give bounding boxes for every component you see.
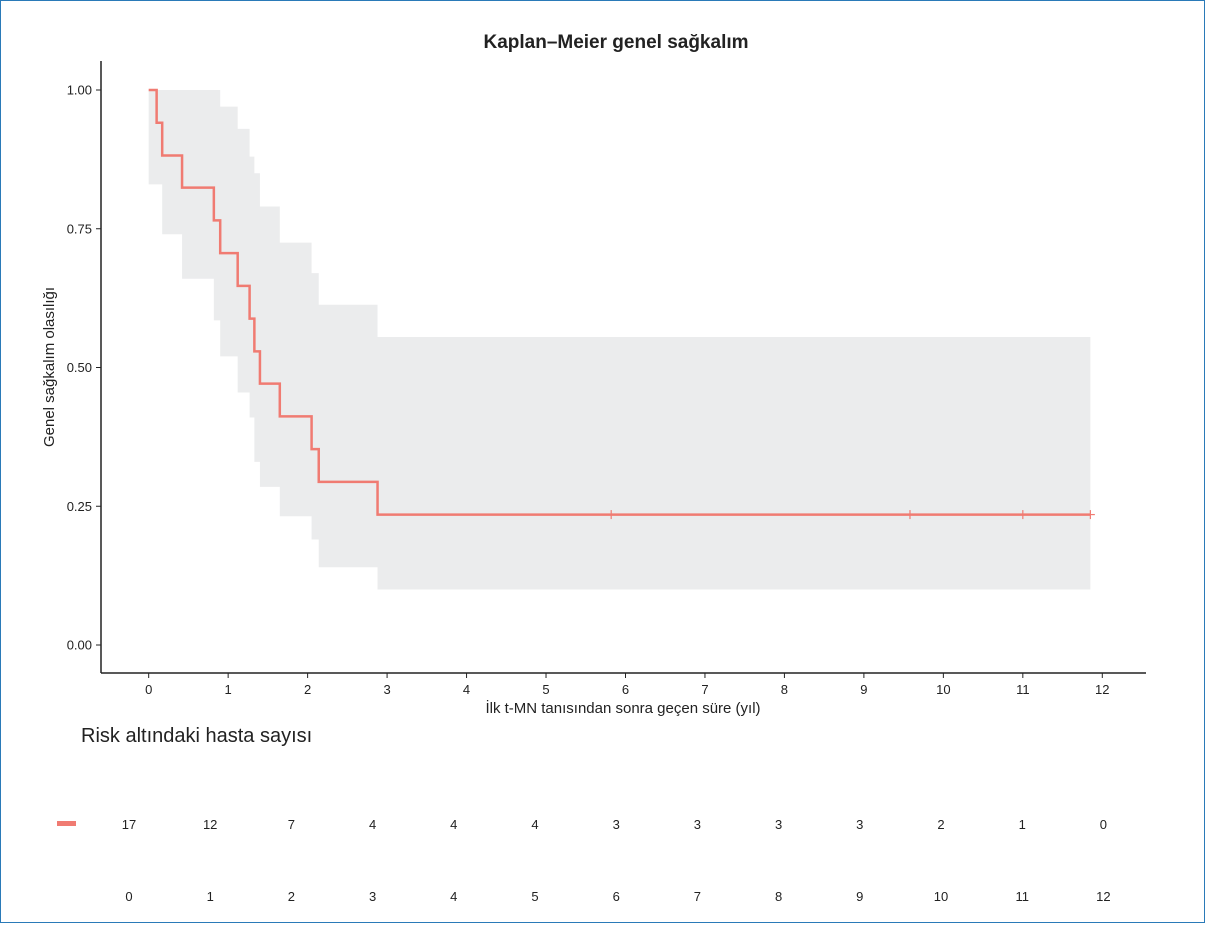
y-tick-label: 0.00: [67, 638, 92, 653]
risk-count: 7: [288, 817, 295, 832]
risk-table-title: Risk altındaki hasta sayısı: [81, 725, 313, 747]
x-tick-label: 6: [622, 682, 629, 697]
x-tick-label: 7: [701, 682, 708, 697]
risk-time-label: 6: [613, 889, 620, 904]
x-tick-label: 0: [145, 682, 152, 697]
risk-time-label: 4: [450, 889, 457, 904]
risk-count: 0: [1100, 817, 1107, 832]
risk-count: 3: [613, 817, 620, 832]
x-tick-label: 1: [225, 682, 232, 697]
risk-time-label: 8: [775, 889, 782, 904]
risk-time-label: 1: [207, 889, 214, 904]
risk-count: 3: [775, 817, 782, 832]
risk-count: 17: [122, 817, 136, 832]
risk-time-label: 9: [856, 889, 863, 904]
risk-time-label: 7: [694, 889, 701, 904]
x-tick-label: 5: [542, 682, 549, 697]
risk-time-label: 12: [1096, 889, 1110, 904]
risk-time-label: 0: [125, 889, 132, 904]
survival-curve: [148, 88, 1091, 516]
risk-count: 1: [1019, 817, 1026, 832]
confidence-band: [148, 90, 1091, 590]
x-tick-label: 9: [860, 682, 867, 697]
risk-time-label: 3: [369, 889, 376, 904]
x-tick-label: 12: [1095, 682, 1109, 697]
x-tick-label: 8: [781, 682, 788, 697]
x-axis-label: İlk t-MN tanısından sonra geçen süre (yı…: [485, 699, 760, 717]
x-tick-label: 4: [463, 682, 470, 697]
risk-count: 4: [369, 817, 376, 832]
y-tick-label: 1.00: [67, 83, 92, 98]
risk-time-label: 5: [531, 889, 538, 904]
x-tick-label: 11: [1016, 682, 1030, 697]
risk-legend-swatch: [57, 821, 76, 826]
y-tick-label: 0.25: [67, 499, 92, 514]
risk-count: 4: [450, 817, 457, 832]
chart-title: Kaplan–Meier genel sağkalım: [483, 32, 748, 53]
risk-count: 3: [856, 817, 863, 832]
risk-count: 3: [694, 817, 701, 832]
risk-count: 2: [937, 817, 944, 832]
risk-time-label: 2: [288, 889, 295, 904]
y-tick-label: 0.75: [67, 221, 92, 236]
y-axis-label: Genel sağkalım olasılığı: [41, 287, 58, 447]
y-tick-label: 0.50: [67, 360, 92, 375]
risk-time-label: 11: [1015, 889, 1029, 904]
x-tick-label: 2: [304, 682, 311, 697]
risk-count: 12: [203, 817, 217, 832]
x-tick-label: 3: [383, 682, 390, 697]
risk-time-label: 10: [934, 889, 948, 904]
risk-count: 4: [531, 817, 538, 832]
plot-area: 0.000.250.500.751.000 1 2 3 4 5 6 7 8 9 10 11 12: [67, 61, 1146, 697]
risk-table: 17 12 7 4 4 4 3 3 3 3 2 1 00 1 2 3 4 5 6 7 8 9 10 11 12: [57, 817, 1111, 904]
x-tick-label: 10: [936, 682, 950, 697]
